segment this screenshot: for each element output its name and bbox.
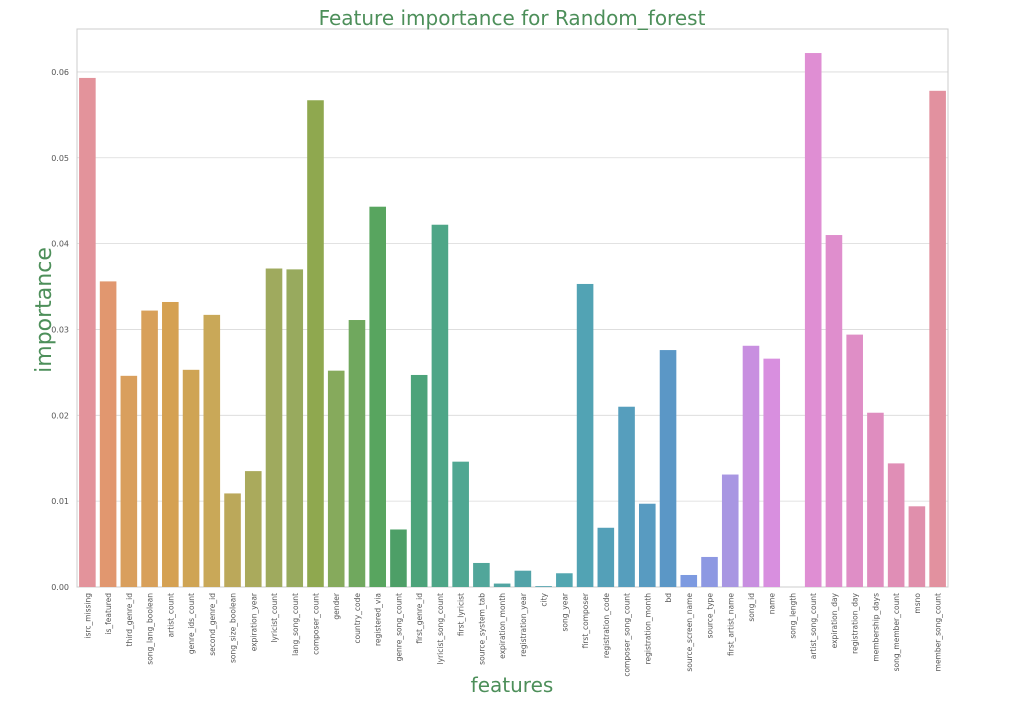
bar-registration-month: [639, 503, 656, 587]
x-tick-label: genre_song_count: [394, 593, 403, 661]
bar-song-year: [556, 573, 573, 587]
y-tick-label: 0.02: [51, 411, 69, 420]
x-tick-label: song_member_count: [892, 593, 901, 671]
x-tick-label: song_length: [788, 593, 797, 639]
x-axis-label: features: [471, 673, 554, 697]
bar-second-genre-id: [203, 314, 221, 587]
bar-source-screen-name: [680, 574, 698, 587]
x-tick-label: artist_count: [166, 593, 175, 638]
bar-first-artist-name: [721, 474, 739, 587]
x-tick-label: isrc_missing: [83, 593, 92, 639]
bar-first-lyricist: [452, 461, 469, 587]
x-tick-label: artist_song_count: [809, 593, 818, 659]
y-tick-label: 0.03: [51, 325, 69, 334]
x-tick-label: expiration_year: [249, 592, 258, 651]
x-tick-label: is_featured: [104, 593, 113, 635]
x-tick-label: lyricist_count: [270, 593, 279, 643]
x-tick-label: first_lyricist: [457, 593, 466, 636]
x-tick-label: expiration_month: [498, 593, 507, 659]
bar-first-genre-id: [410, 374, 428, 587]
y-tick-label: 0.05: [51, 154, 69, 163]
bar-registration-day: [846, 334, 863, 587]
x-tick-label: lyricist_song_count: [436, 593, 445, 664]
bar-name: [763, 358, 781, 587]
y-tick-label: 0.01: [51, 497, 69, 506]
x-tick-label: lang_song_count: [291, 593, 300, 656]
bar-third-genre-id: [120, 375, 138, 587]
bar-registration-year: [514, 570, 532, 587]
bar-expiration-year: [244, 471, 262, 587]
x-tick-label: first_composer: [581, 592, 590, 648]
x-tick-label: bd: [664, 593, 673, 603]
x-tick-label: composer_count: [311, 593, 320, 655]
bar-composer-count: [307, 100, 324, 587]
x-tick-label: country_code: [353, 593, 362, 644]
bar-source-type: [701, 556, 718, 587]
x-tick-label: registration_code: [602, 593, 611, 658]
bar-registration-code: [597, 527, 615, 587]
x-tick-labels: isrc_missing is_featured third_genre_id son…: [83, 592, 942, 677]
x-tick-label: expiration_day: [830, 592, 839, 648]
bar-country-code: [348, 320, 366, 587]
bar-member-song-count: [929, 90, 946, 587]
x-tick-label: member_song_count: [934, 593, 943, 671]
x-tick-label: registration_day: [851, 592, 860, 653]
bar-artist-count: [162, 301, 179, 587]
y-tick-label: 0.00: [51, 583, 69, 592]
plot-frame: [76, 28, 949, 588]
y-axis-label: importance: [32, 247, 57, 373]
x-tick-label: song_id: [747, 593, 756, 622]
x-tick-label: registration_year: [519, 592, 528, 657]
bar-artist-song-count: [804, 53, 822, 587]
bar-expiration-day: [825, 235, 843, 587]
bar-membership-days: [867, 412, 884, 587]
bar-city: [535, 586, 552, 587]
bar-lang-song-count: [286, 269, 304, 587]
x-tick-label: third_genre_id: [125, 593, 134, 647]
bar-is-featured: [99, 281, 117, 587]
bar-song-size-boolean: [224, 493, 241, 587]
bar-expiration-month: [493, 583, 511, 587]
bar-first-composer: [576, 283, 594, 587]
x-tick-label: composer_song_count: [623, 593, 632, 677]
x-tick-label: second_genre_id: [208, 593, 217, 656]
x-tick-label: registered_via: [374, 593, 383, 646]
bar-lyricist-count: [265, 268, 283, 587]
x-tick-label: source_type: [706, 593, 715, 639]
bar-source-system-tab: [473, 562, 490, 587]
bar-lyricist-song-count: [431, 224, 449, 587]
y-tick-label: 0.04: [51, 240, 69, 249]
bar-gender: [327, 370, 345, 587]
bar-isrc-missing: [79, 77, 96, 587]
bar-song-id: [742, 345, 760, 587]
bar-genre-song-count: [390, 529, 407, 587]
x-tick-label: registration_month: [643, 593, 652, 665]
x-tick-label: first_artist_name: [726, 593, 735, 656]
y-tick-labels: 0.00 0.01 0.02 0.03 0.04 0.05 0.06: [51, 68, 69, 592]
bar-bd: [659, 350, 677, 587]
x-tick-label: gender: [332, 592, 341, 620]
x-tick-label: first_genre_id: [415, 593, 424, 644]
bars-group: [79, 53, 946, 587]
x-tick-label: city: [540, 592, 549, 606]
bar-msno: [908, 506, 926, 587]
x-tick-label: source_screen_name: [685, 593, 694, 672]
x-tick-label: genre_ids_count: [187, 593, 196, 654]
bar-song-lang-boolean: [141, 310, 158, 587]
y-tick-label: 0.06: [51, 68, 69, 77]
bar-registered-via: [369, 206, 386, 587]
x-tick-label: song_size_boolean: [229, 593, 238, 663]
chart-title: Feature importance for Random_forest: [319, 6, 706, 30]
bar-genre-ids-count: [182, 369, 200, 587]
x-tick-label: source_system_tab: [477, 593, 486, 665]
x-tick-label: song_year: [560, 592, 569, 631]
x-tick-label: msno: [913, 593, 922, 614]
x-tick-label: membership_days: [871, 593, 880, 662]
bar-composer-song-count: [618, 406, 635, 587]
x-tick-label: song_lang_boolean: [146, 593, 155, 665]
x-tick-label: name: [768, 593, 777, 615]
bar-song-member-count: [887, 463, 905, 587]
